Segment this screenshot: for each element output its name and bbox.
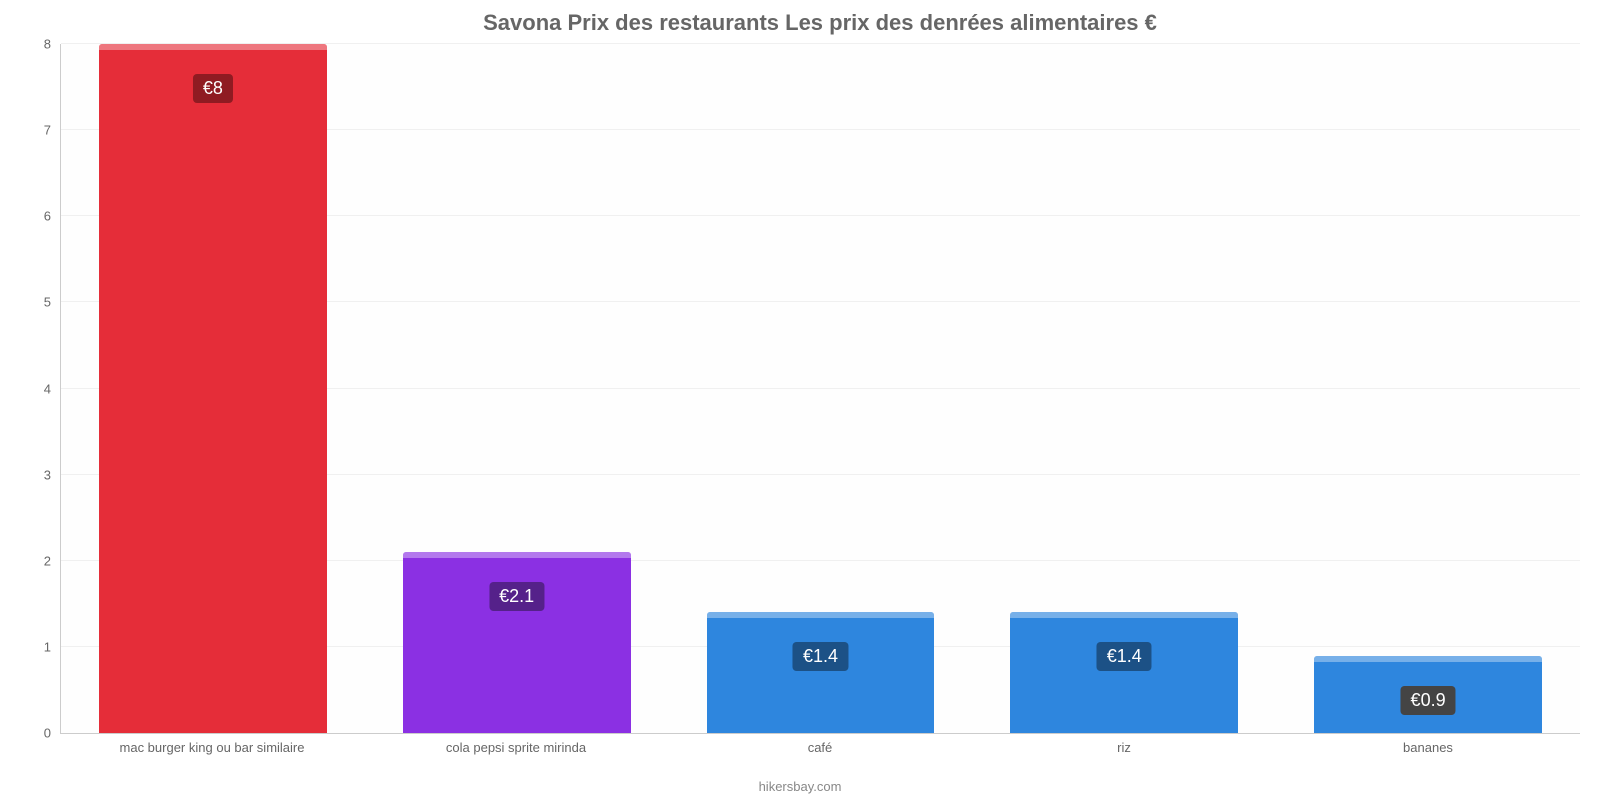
value-badge: €1.4 (793, 642, 848, 671)
bar: €1.4 (1010, 612, 1238, 733)
bar-highlight (403, 552, 631, 558)
chart-container: Savona Prix des restaurants Les prix des… (0, 0, 1600, 800)
bar: €0.9 (1314, 656, 1542, 734)
value-badge: €1.4 (1097, 642, 1152, 671)
y-tick-label: 1 (44, 639, 61, 654)
bar-slot: €2.1 (365, 44, 669, 733)
attribution-text: hikersbay.com (0, 779, 1600, 794)
x-axis-labels: mac burger king ou bar similairecola pep… (60, 740, 1580, 755)
bar-highlight (99, 44, 327, 50)
value-badge: €8 (193, 74, 233, 103)
bar: €2.1 (403, 552, 631, 733)
y-tick-label: 4 (44, 381, 61, 396)
value-badge: €2.1 (489, 582, 544, 611)
y-tick-label: 2 (44, 553, 61, 568)
bar-slot: €0.9 (1276, 44, 1580, 733)
x-axis-label: cola pepsi sprite mirinda (364, 740, 668, 755)
bar: €8 (99, 44, 327, 733)
bar-highlight (1314, 656, 1542, 662)
y-tick-label: 8 (44, 37, 61, 52)
x-axis-label: riz (972, 740, 1276, 755)
y-tick-label: 6 (44, 209, 61, 224)
value-badge: €0.9 (1401, 686, 1456, 715)
y-tick-label: 5 (44, 295, 61, 310)
bar-highlight (707, 612, 935, 618)
y-tick-label: 3 (44, 467, 61, 482)
plot-area: €8€2.1€1.4€1.4€0.9 012345678 (60, 44, 1580, 734)
y-tick-label: 7 (44, 123, 61, 138)
bar: €1.4 (707, 612, 935, 733)
bars-layer: €8 €2.1 €1.4 €1.4 €0.9 (61, 44, 1580, 733)
x-axis-label: café (668, 740, 972, 755)
bar-slot: €1.4 (669, 44, 973, 733)
chart-title: Savona Prix des restaurants Les prix des… (60, 10, 1580, 36)
bar-slot: €8 (61, 44, 365, 733)
y-tick-label: 0 (44, 726, 61, 741)
x-axis-label: mac burger king ou bar similaire (60, 740, 364, 755)
bar-highlight (1010, 612, 1238, 618)
x-axis-label: bananes (1276, 740, 1580, 755)
bar-slot: €1.4 (972, 44, 1276, 733)
